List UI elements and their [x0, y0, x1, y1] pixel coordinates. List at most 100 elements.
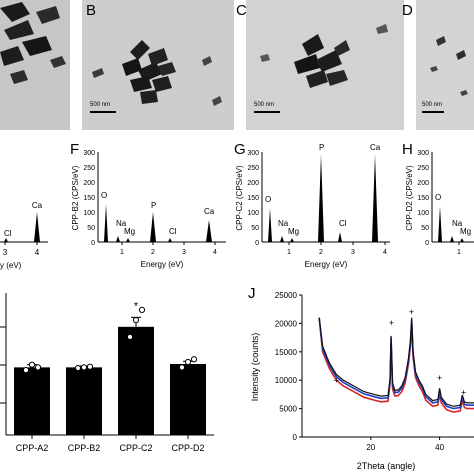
x-tick-label: 4 [383, 249, 387, 256]
y-tick-label: 250 [247, 165, 259, 172]
peak-label-cl: Cl [339, 219, 347, 228]
tem-particles-b [92, 40, 222, 106]
eds-h-yticks: 0 50 100 150 200 250 300 [417, 150, 429, 247]
eds-panel-h: H CPP-D2 (CPS/eV) 0 50 100 150 200 250 3… [402, 141, 474, 256]
eds-e-axis-label: y (eV) [0, 261, 22, 270]
xrd-xlabel: 2Theta (angle) [357, 461, 416, 471]
scale-bar [254, 111, 280, 113]
y-tick-label: 150 [417, 195, 429, 202]
panel-letter-h: H [402, 141, 413, 158]
bar-chart: CPP-A2 CPP-B2 * CPP-C2 CPP-D2 [0, 293, 214, 453]
category-label: CPP-D2 [171, 443, 204, 453]
data-point [132, 316, 140, 324]
tem-image-c: 500 nm [246, 0, 404, 130]
eds-e-tick: 3 [3, 248, 8, 257]
category-label: CPP-C2 [119, 443, 152, 453]
tem-particles-d [430, 36, 468, 96]
scale-bar-label: 500 nm [254, 102, 275, 108]
scale-bar-label: 500 nm [422, 102, 443, 108]
peak-label-mg: Mg [124, 227, 135, 236]
eds-h-ylabel: CPP-D2 (CPS/eV) [405, 165, 414, 231]
peak-label-o: O [435, 193, 441, 202]
y-tick-label: 5000 [279, 405, 297, 414]
y-tick-label: 150 [247, 195, 259, 202]
eds-f-yticks: 0 50 100 150 200 250 300 [83, 150, 95, 247]
peak-label-na: Na [116, 219, 127, 228]
x-tick-label: 1 [457, 249, 461, 256]
data-point [34, 364, 42, 371]
eds-panel-g: G CPP-C2 (CPS/eV) 0 50 100 150 200 250 3… [234, 141, 390, 269]
y-tick-label: 250 [83, 165, 95, 172]
y-tick-label: 200 [417, 180, 429, 187]
data-point [22, 366, 30, 374]
data-point [80, 364, 88, 371]
x-tick-label: 1 [120, 249, 124, 256]
y-tick-label: 0 [293, 433, 298, 442]
peak-marker: + [389, 318, 394, 328]
y-tick-label: 10000 [275, 376, 298, 385]
x-tick-label: 4 [213, 249, 217, 256]
data-point [86, 363, 94, 370]
eds-g-ylabel: CPP-C2 (CPS/eV) [235, 165, 244, 231]
data-point [138, 306, 146, 314]
y-tick-label: 0 [255, 240, 259, 247]
xrd-series-line [318, 317, 474, 407]
eds-f-xlabel: Energy (eV) [141, 260, 184, 269]
significance-marker: * [134, 300, 139, 312]
bar [14, 367, 50, 435]
eds-g-yticks: 0 50 100 150 200 250 300 [247, 150, 259, 247]
y-tick-label: 150 [83, 195, 95, 202]
peak-label-mg: Mg [460, 227, 471, 236]
eds-e-tick: 4 [35, 248, 40, 257]
peak-label-p: P [319, 143, 324, 152]
peak-label-na: Na [452, 219, 463, 228]
xrd-ylabel: Intensity (counts) [250, 333, 260, 402]
bar [66, 367, 102, 435]
y-tick-label: 50 [421, 225, 429, 232]
tem-image-a [0, 0, 70, 130]
eds-e-ca-label: Ca [32, 201, 43, 210]
peak-label-na: Na [278, 219, 289, 228]
panel-letter-j: J [248, 285, 256, 302]
scale-bar-label: 500 nm [90, 102, 111, 108]
y-tick-label: 100 [83, 210, 95, 217]
peak-label-ca: Ca [370, 143, 381, 152]
peak-marker: + [409, 307, 414, 317]
scale-bar [422, 111, 444, 113]
eds-panel-e: 3 4 Cl Ca y (eV) [0, 201, 48, 270]
tem-particles-a [0, 2, 66, 84]
x-tick-label: 3 [351, 249, 355, 256]
data-point [28, 361, 36, 368]
y-tick-label: 50 [87, 225, 95, 232]
eds-g-xlabel: Energy (eV) [305, 260, 348, 269]
peak-marker: + [437, 373, 442, 383]
y-tick-label: 200 [247, 180, 259, 187]
y-tick-label: 250 [417, 165, 429, 172]
peak-label-mg: Mg [288, 227, 299, 236]
peak-label-o: O [265, 195, 271, 204]
y-tick-label: 25000 [275, 291, 298, 300]
y-tick-label: 300 [83, 150, 95, 157]
x-tick-label: 20 [366, 443, 375, 452]
panel-letter-f: F [70, 141, 79, 158]
y-tick-label: 300 [247, 150, 259, 157]
data-point [184, 358, 192, 366]
bar [118, 326, 154, 435]
x-tick-label: 1 [287, 249, 291, 256]
peak-marker: + [461, 388, 466, 398]
data-point [178, 364, 186, 371]
y-tick-label: 100 [247, 210, 259, 217]
eds-f-xticks: 1 2 3 4 [120, 242, 217, 256]
panel-letter-d: D [402, 2, 413, 19]
y-tick-label: 100 [417, 210, 429, 217]
peak-label-cl: Cl [169, 227, 177, 236]
peak-label-ca: Ca [204, 207, 215, 216]
y-tick-label: 0 [425, 240, 429, 247]
x-tick-label: 40 [435, 443, 444, 452]
tem-image-d: 500 nm [416, 0, 474, 130]
eds-g-xticks: 1 2 3 4 [287, 242, 387, 256]
x-tick-label: 2 [151, 249, 155, 256]
data-point [74, 364, 82, 372]
xrd-chart: Intensity (counts) 2Theta (angle) 0 5000 1… [250, 291, 474, 471]
eds-panel-f: F CPP-B2 (CPS/eV) 0 50 100 150 200 250 3… [70, 141, 226, 269]
